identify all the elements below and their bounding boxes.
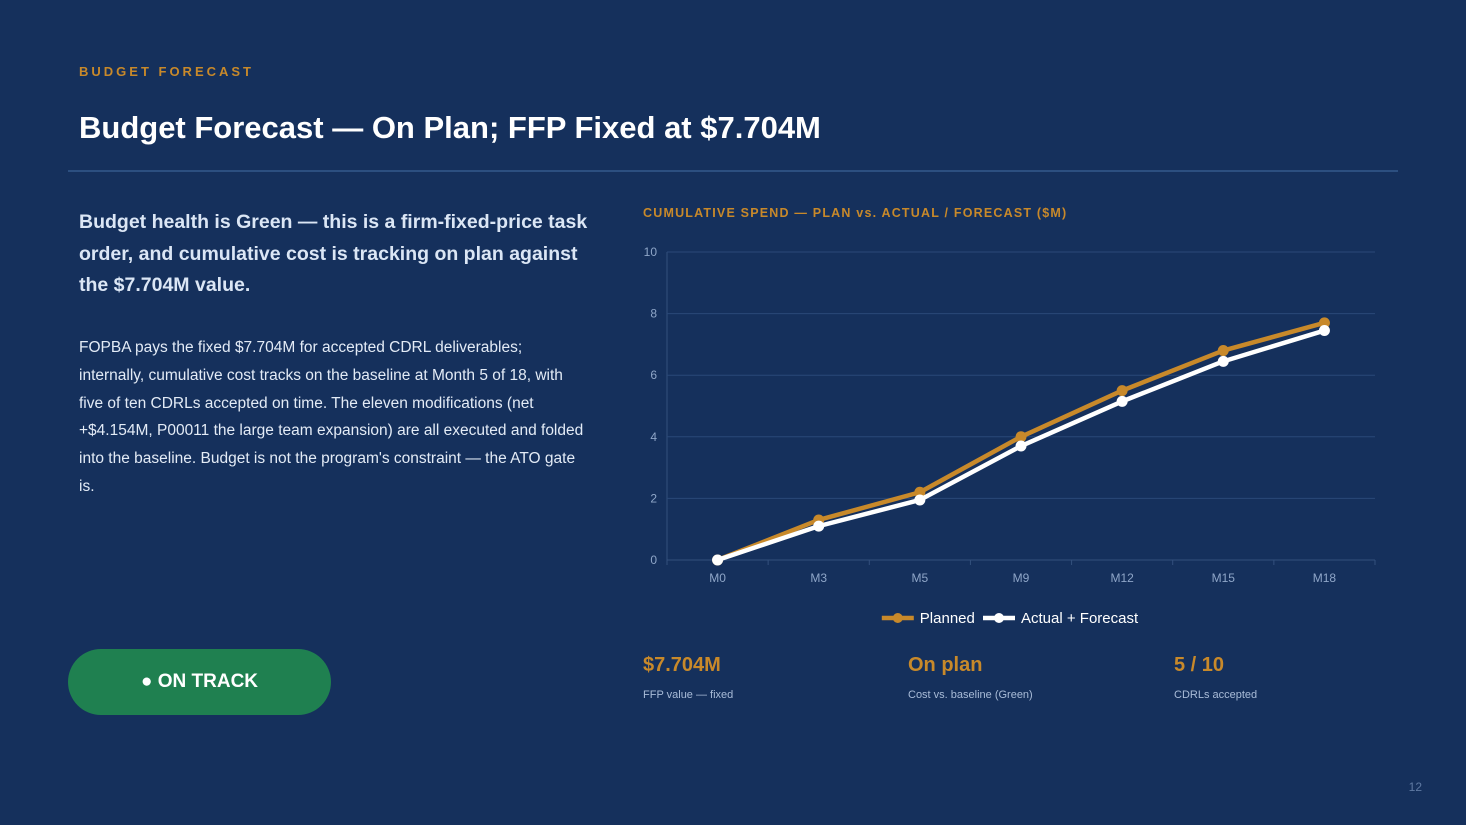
cumulative-spend-chart: 0 2 4 6 8 10 M0 M3 M5 M9 M12 M15 M18 Planned Actual … bbox=[644, 245, 1376, 627]
data-point bbox=[914, 486, 926, 498]
page-number: 12 bbox=[1408, 780, 1422, 794]
data-point bbox=[1318, 317, 1330, 329]
kpi-value: On plan bbox=[908, 654, 983, 676]
legend-item: Planned bbox=[881, 610, 975, 627]
kpi-label: CDRLs accepted bbox=[1174, 689, 1258, 701]
chart-series bbox=[712, 317, 1330, 566]
chart-title: CUMULATIVE SPEND — PLAN vs. ACTUAL / FOR… bbox=[643, 206, 1068, 220]
status-badge: ● ON TRACK bbox=[68, 649, 331, 715]
x-tick-label: M18 bbox=[1313, 571, 1337, 585]
data-point bbox=[712, 554, 724, 566]
y-tick-label: 4 bbox=[650, 430, 657, 444]
chart-legend: Planned Actual + Forecast bbox=[881, 610, 1139, 627]
lead-statement: Budget health is Green — this is a firm-… bbox=[79, 211, 588, 296]
series-actual-forecast bbox=[712, 325, 1330, 566]
x-tick-label: M9 bbox=[1013, 571, 1030, 585]
legend-item: Actual + Forecast bbox=[983, 610, 1139, 627]
x-tick-label: M12 bbox=[1110, 571, 1134, 585]
data-point bbox=[813, 520, 825, 532]
y-tick-label: 8 bbox=[650, 307, 657, 321]
data-point bbox=[1116, 385, 1128, 397]
y-axis-ticks: 0 2 4 6 8 10 bbox=[644, 245, 658, 567]
data-point bbox=[1318, 325, 1330, 337]
legend-label: Actual + Forecast bbox=[1021, 610, 1139, 627]
data-point bbox=[1015, 440, 1027, 452]
x-axis-ticks: M0 M3 M5 M9 M12 M15 M18 bbox=[666, 560, 1376, 585]
data-point bbox=[1217, 345, 1229, 357]
x-tick-label: M5 bbox=[912, 571, 929, 585]
status-badge-label: ● ON TRACK bbox=[140, 671, 259, 692]
x-tick-label: M15 bbox=[1212, 571, 1236, 585]
kpi-label: Cost vs. baseline (Green) bbox=[908, 689, 1033, 701]
legend-marker bbox=[892, 613, 903, 623]
data-point bbox=[1015, 431, 1027, 443]
y-tick-label: 6 bbox=[650, 368, 657, 382]
x-tick-label: M3 bbox=[810, 571, 827, 585]
body-paragraph: FOPBA pays the fixed $7.704M for accepte… bbox=[79, 339, 584, 495]
y-tick-label: 0 bbox=[650, 553, 657, 567]
kpi-cost-vs-baseline: On plan Cost vs. baseline (Green) bbox=[908, 654, 1148, 701]
kpi-label: FFP value — fixed bbox=[643, 689, 734, 701]
page-title: Budget Forecast — On Plan; FFP Fixed at … bbox=[79, 110, 821, 145]
x-tick-label: M0 bbox=[709, 571, 726, 585]
kpi-value: 5 / 10 bbox=[1174, 654, 1225, 676]
legend-label: Planned bbox=[920, 610, 975, 627]
kpi-ffp-value: $7.704M FFP value — fixed bbox=[643, 654, 883, 701]
section-eyebrow: BUDGET FORECAST bbox=[79, 64, 254, 79]
chart-gridlines bbox=[666, 251, 1375, 561]
data-point bbox=[1116, 395, 1128, 407]
data-point bbox=[914, 494, 926, 506]
legend-marker bbox=[994, 613, 1004, 623]
data-point bbox=[1217, 355, 1229, 367]
y-tick-label: 2 bbox=[650, 491, 657, 505]
title-divider bbox=[68, 170, 1398, 172]
kpi-cdrls-accepted: 5 / 10 CDRLs accepted bbox=[1174, 654, 1414, 701]
y-tick-label: 10 bbox=[644, 245, 658, 259]
kpi-value: $7.704M bbox=[643, 654, 721, 676]
